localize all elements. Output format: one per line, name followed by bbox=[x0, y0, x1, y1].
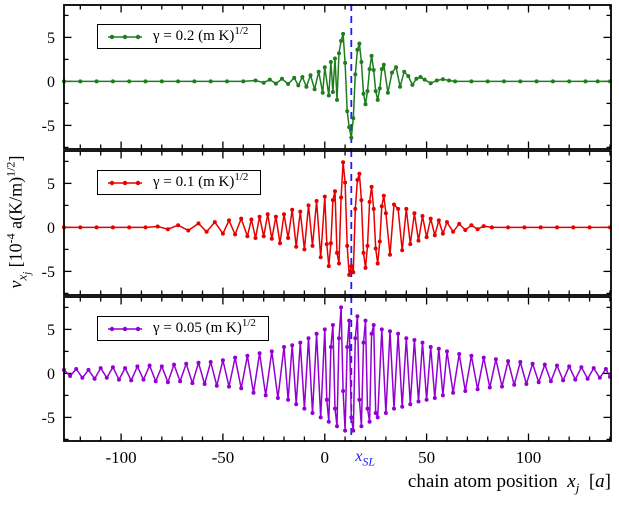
legend-label: γ = 0.1 (m K)1/2 bbox=[153, 171, 249, 191]
y-tick-label: 0 bbox=[47, 220, 55, 237]
y-label-exponent-1: -4 bbox=[3, 233, 18, 244]
y-tick-label: 0 bbox=[47, 366, 55, 383]
x-axis-label: chain atom position xj [a] bbox=[407, 471, 611, 495]
x-tick-label: -100 bbox=[106, 448, 137, 467]
legend-line-marker-icon bbox=[108, 326, 142, 331]
y-label-bracket: ] bbox=[5, 155, 26, 162]
y-axis-label: vxj [10-4 a(K/m)1/2] bbox=[3, 156, 32, 289]
series-line bbox=[64, 33, 610, 139]
panel-gamma-0.1-chart: 5 0 -5 bbox=[42, 150, 612, 296]
x-tick-label: 0 bbox=[321, 448, 330, 467]
panel-frame bbox=[63, 150, 612, 296]
legend-gamma-0.2: γ = 0.2 (m K)1/2 bbox=[97, 24, 262, 49]
panel-gamma-0.05: 5 0 -5 -100 -50 0 50 100 xSL γ = 0.05 (m K)1/2 bbox=[42, 296, 612, 469]
y-tick-label: 5 bbox=[47, 322, 55, 339]
panel-gamma-0.2-chart: 5 0 -5 bbox=[42, 4, 612, 150]
panel-frame bbox=[63, 296, 612, 442]
y-label-exponent-2: 1/2 bbox=[3, 161, 18, 177]
legend-label: γ = 0.05 (m K)1/2 bbox=[153, 317, 256, 337]
x-label-variable: x bbox=[567, 471, 576, 492]
y-label-subscript: xj bbox=[14, 271, 33, 281]
x-tick-label: -50 bbox=[212, 448, 235, 467]
panel-gamma-0.1: 5 0 -5 γ = 0.1 (m K)1/2 bbox=[42, 150, 612, 296]
y-tick-label: 5 bbox=[47, 30, 55, 47]
legend-label: γ = 0.2 (m K)1/2 bbox=[153, 25, 249, 45]
series-line bbox=[64, 161, 610, 276]
panel-gamma-0.2: 5 0 -5 γ = 0.2 (m K)1/2 bbox=[42, 4, 612, 150]
y-tick-label: -5 bbox=[42, 264, 55, 281]
x-tick-label: 50 bbox=[418, 448, 435, 467]
legend-line-marker-icon bbox=[108, 34, 142, 39]
panel-frame bbox=[63, 4, 612, 150]
y-label-variable: v bbox=[5, 280, 26, 289]
y-label-units: [10 bbox=[5, 243, 26, 272]
legend-gamma-0.05: γ = 0.05 (m K)1/2 bbox=[97, 316, 269, 341]
x-tick-label: 100 bbox=[516, 448, 542, 467]
legend-line-marker-icon bbox=[108, 180, 142, 185]
legend-gamma-0.1: γ = 0.1 (m K)1/2 bbox=[97, 170, 262, 195]
y-tick-label: 5 bbox=[47, 176, 55, 193]
xsl-label: xSL bbox=[354, 448, 375, 469]
y-tick-label: 0 bbox=[47, 74, 55, 91]
plot-area: 5 0 -5 γ = 0.2 (m K)1/2 5 0 -5 γ = 0.1 (m K)… bbox=[42, 4, 612, 469]
y-label-units-2: a(K/m) bbox=[5, 176, 26, 234]
y-tick-label: -5 bbox=[42, 118, 55, 135]
y-tick-label: -5 bbox=[42, 410, 55, 427]
x-label-unit: a bbox=[595, 471, 605, 492]
